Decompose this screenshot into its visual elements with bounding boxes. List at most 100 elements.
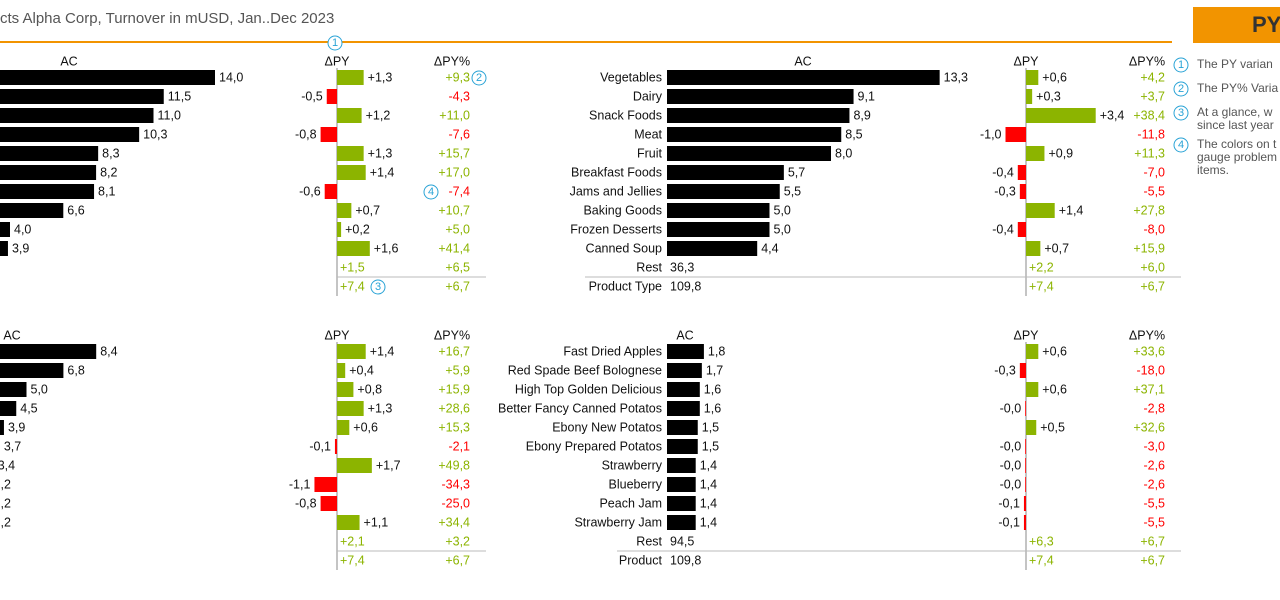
column-header: AC bbox=[676, 328, 693, 342]
dpy-bar bbox=[337, 70, 364, 85]
dpy-pct-label: -2,8 bbox=[1143, 401, 1165, 415]
ac-bar bbox=[667, 70, 940, 85]
ac-label: 5,0 bbox=[774, 222, 791, 236]
dpy-label: -0,8 bbox=[295, 496, 317, 510]
dpy-pct-label: +16,7 bbox=[438, 344, 470, 358]
chart: AC ΔPY ΔPY% Fast Dried Apples 1,8 +0,6 +33,6 Re… bbox=[498, 328, 1181, 570]
ac-label: 6,8 bbox=[67, 363, 84, 377]
dpy-label: -0,0 bbox=[1000, 477, 1022, 491]
ac-bar bbox=[667, 439, 698, 454]
dpy-bar bbox=[1026, 70, 1039, 85]
dpy-bar bbox=[1026, 89, 1033, 104]
dpy-label: -0,4 bbox=[992, 165, 1014, 179]
ac-label: 11,5 bbox=[168, 89, 191, 103]
category-label: Ebony Prepared Potatos bbox=[526, 439, 662, 453]
dpy-label: +1,3 bbox=[368, 70, 393, 84]
dpy-label: -1,1 bbox=[289, 477, 311, 491]
dpy-pct-label: +9,3 bbox=[445, 70, 470, 84]
rest-dpy: +2,1 bbox=[340, 534, 365, 548]
dpy-pct-label: -25,0 bbox=[442, 496, 471, 510]
category-label: Meat bbox=[634, 127, 662, 141]
dpy-pct-label: -2,1 bbox=[448, 439, 470, 453]
ac-bar bbox=[0, 363, 64, 378]
ac-label: 1,5 bbox=[702, 439, 719, 453]
dpy-bar bbox=[337, 420, 350, 435]
dpy-bar bbox=[1026, 420, 1037, 435]
dpy-pct-label: +15,7 bbox=[438, 146, 470, 160]
ac-bar bbox=[0, 344, 97, 359]
ac-label: 1,4 bbox=[700, 458, 717, 472]
notes: 1 The PY varian 2 The PY% Varia 3 At a glance… bbox=[1173, 57, 1278, 177]
ac-label: 3,9 bbox=[8, 420, 25, 434]
dpy-bar bbox=[337, 241, 370, 256]
dpy-label: +0,6 bbox=[353, 420, 378, 434]
note-marker bbox=[1173, 137, 1189, 153]
ac-label: 8,0 bbox=[835, 146, 852, 160]
dpy-label: +0,8 bbox=[357, 382, 382, 396]
ac-label: 1,6 bbox=[704, 401, 721, 415]
dpy-pct-label: -5,5 bbox=[1143, 515, 1165, 529]
dpy-bar bbox=[1026, 241, 1041, 256]
dpy-bar bbox=[314, 477, 337, 492]
ac-label: 9,1 bbox=[858, 89, 875, 103]
dpy-pct-label: +28,6 bbox=[438, 401, 470, 415]
category-label: Dairy bbox=[633, 89, 663, 103]
ac-label: 1,4 bbox=[700, 496, 717, 510]
column-header: ΔPY bbox=[1013, 54, 1039, 68]
dpy-pct-label: +41,4 bbox=[438, 241, 470, 255]
dpy-pct-label: +37,1 bbox=[1133, 382, 1165, 396]
total-dpy-pct: +6,7 bbox=[1140, 553, 1165, 567]
ac-label: 5,7 bbox=[788, 165, 805, 179]
ac-bar bbox=[667, 344, 704, 359]
dpy-pct-label: -3,0 bbox=[1143, 439, 1165, 453]
dpy-label: +0,6 bbox=[1042, 344, 1067, 358]
dpy-label: +1,4 bbox=[370, 165, 395, 179]
dpy-pct-label: +4,2 bbox=[1140, 70, 1165, 84]
category-label: Better Fancy Canned Potatos bbox=[498, 401, 662, 415]
dpy-label: +3,4 bbox=[1100, 108, 1125, 122]
chart: AC ΔPY ΔPY% Vegetables 13,3 +0,6 +4,2 Dairy 9,1 +… bbox=[570, 54, 1181, 296]
dpy-pct-label: +33,6 bbox=[1133, 344, 1165, 358]
category-label: Strawberry Jam bbox=[574, 515, 662, 529]
ac-label: 5,5 bbox=[784, 184, 801, 198]
dpy-pct-label: +5,9 bbox=[445, 363, 470, 377]
note-number: 4 bbox=[1178, 139, 1184, 151]
ac-bar bbox=[0, 108, 154, 123]
column-header: AC bbox=[3, 328, 20, 342]
ac-bar bbox=[667, 363, 702, 378]
ac-label: 13,3 bbox=[944, 70, 968, 84]
ac-label: 1,5 bbox=[702, 420, 719, 434]
ac-bar bbox=[0, 420, 4, 435]
rest-label: Rest bbox=[636, 260, 662, 274]
ac-bar bbox=[667, 222, 770, 237]
dpy-label: +0,2 bbox=[345, 222, 370, 236]
ac-bar bbox=[0, 382, 27, 397]
dpy-pct-label: +49,8 bbox=[438, 458, 470, 472]
ac-bar bbox=[667, 477, 696, 492]
dpy-label: +1,3 bbox=[368, 146, 393, 160]
category-label: Canned Soup bbox=[586, 241, 663, 255]
total-ac: 109,8 bbox=[670, 279, 701, 293]
ac-label: 14,0 bbox=[219, 70, 243, 84]
page-title: cts Alpha Corp, Turnover in mUSD, Jan..D… bbox=[0, 10, 334, 27]
ac-label: 3,7 bbox=[4, 439, 21, 453]
ac-label: 1,6 bbox=[704, 382, 721, 396]
ac-bar bbox=[667, 241, 758, 256]
note-text: At a glance, w bbox=[1197, 105, 1273, 119]
note-marker bbox=[1173, 81, 1189, 97]
dpy-label: -0,6 bbox=[299, 184, 321, 198]
dpy-pct-label: -2,6 bbox=[1143, 458, 1165, 472]
badge-text: PY bbox=[1252, 12, 1280, 37]
dpy-bar bbox=[337, 203, 352, 218]
dpy-bar bbox=[337, 401, 364, 416]
dpy-label: +1,2 bbox=[366, 108, 391, 122]
dpy-pct-label: +15,9 bbox=[438, 382, 470, 396]
dpy-label: -1,0 bbox=[980, 127, 1002, 141]
dpy-pct-label: +17,0 bbox=[438, 165, 470, 179]
dpy-bar bbox=[1005, 127, 1026, 142]
ac-label: 3,2 bbox=[0, 496, 11, 510]
dpy-bar bbox=[1019, 363, 1026, 378]
category-label: Breakfast Foods bbox=[571, 165, 662, 179]
ac-bar bbox=[0, 165, 97, 180]
